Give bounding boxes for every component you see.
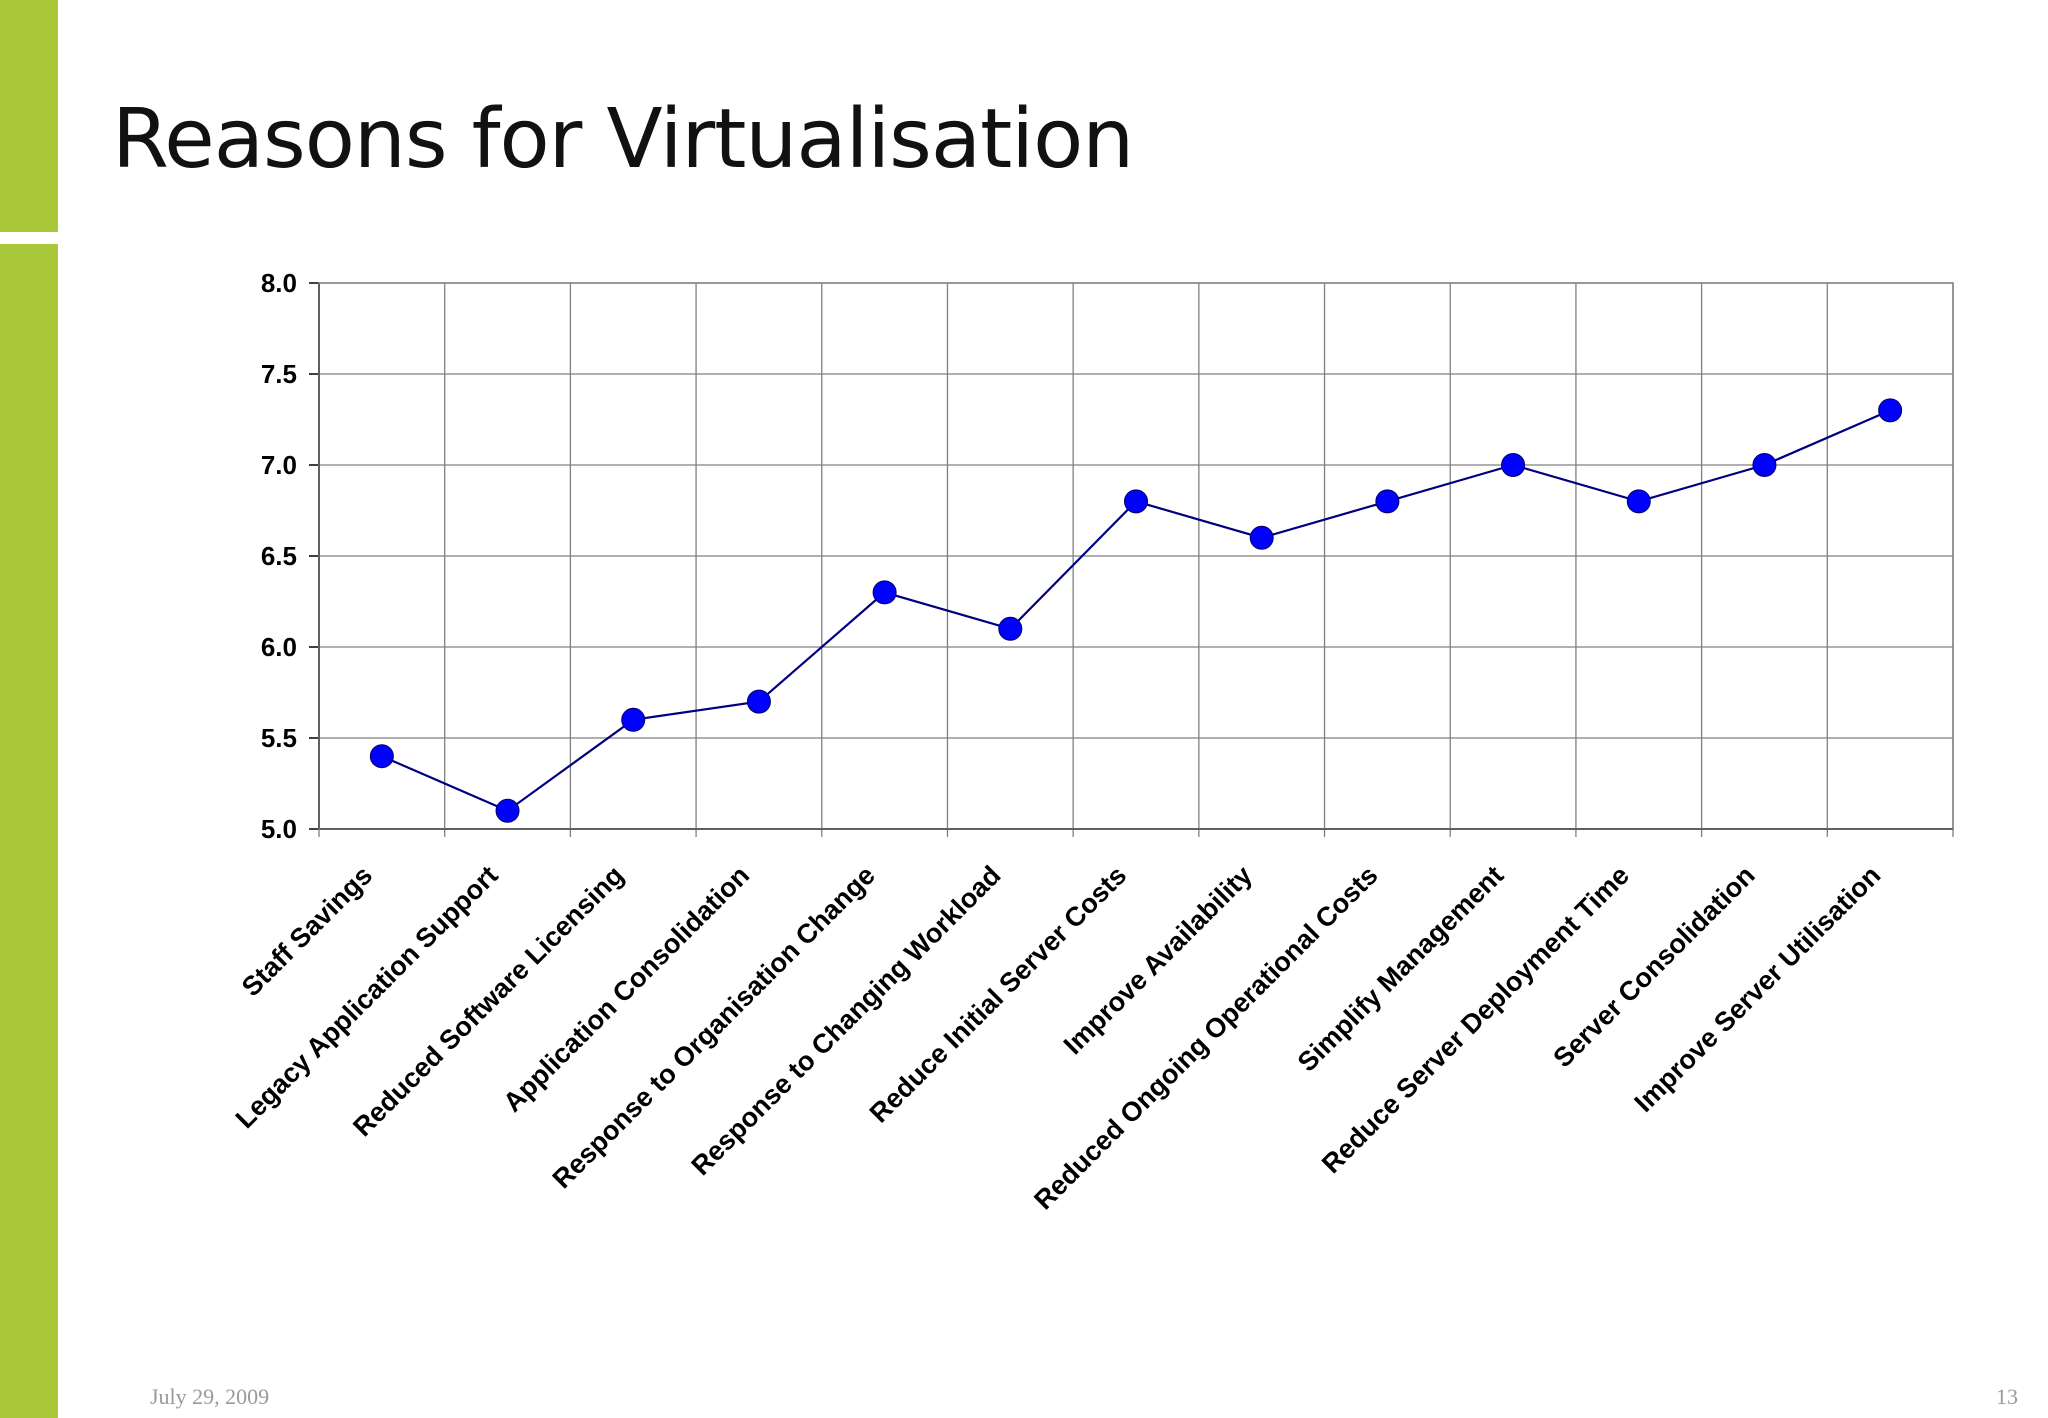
data-point (1752, 453, 1777, 477)
data-point (621, 707, 646, 732)
x-category-label: Improve Server Utilisation (1629, 860, 1887, 1118)
data-point (1375, 489, 1400, 514)
page-number: 13 (1996, 1384, 2018, 1409)
y-tick-label: 5.5 (261, 723, 297, 753)
data-point (1249, 525, 1274, 550)
x-category-label: Simplify Management (1292, 860, 1509, 1077)
data-point (1124, 489, 1148, 514)
data-point (1501, 453, 1526, 477)
slide-title: Reasons for Virtualisation (112, 92, 1134, 187)
x-category-label: Legacy Application Support (230, 860, 504, 1134)
x-category-label: Application Consolidation (497, 860, 755, 1118)
accent-bar-top (0, 0, 58, 232)
x-category-label: Reduced Software Licensing (347, 860, 629, 1142)
y-tick-label: 7.5 (261, 359, 297, 389)
plot-border (318, 282, 1954, 830)
y-tick-label: 6.5 (261, 541, 297, 571)
data-point (872, 580, 897, 605)
y-tick-label: 8.0 (261, 268, 297, 298)
accent-bar-bottom (0, 244, 58, 1418)
y-tick-label: 5.0 (261, 814, 297, 844)
data-point (369, 744, 394, 769)
data-point (1626, 489, 1651, 514)
y-tick-label: 7.0 (261, 450, 297, 480)
x-category-label: Reduce Initial Server Costs (864, 860, 1132, 1128)
data-point (495, 798, 520, 823)
data-point (746, 689, 771, 714)
x-category-label: Server Consolidation (1547, 860, 1760, 1073)
x-category-label: Staff Savings (236, 860, 378, 1002)
y-tick-label: 6.0 (261, 632, 297, 662)
data-point (998, 616, 1023, 641)
data-point (1878, 398, 1903, 423)
footer-date: July 29, 2009 (150, 1384, 270, 1409)
